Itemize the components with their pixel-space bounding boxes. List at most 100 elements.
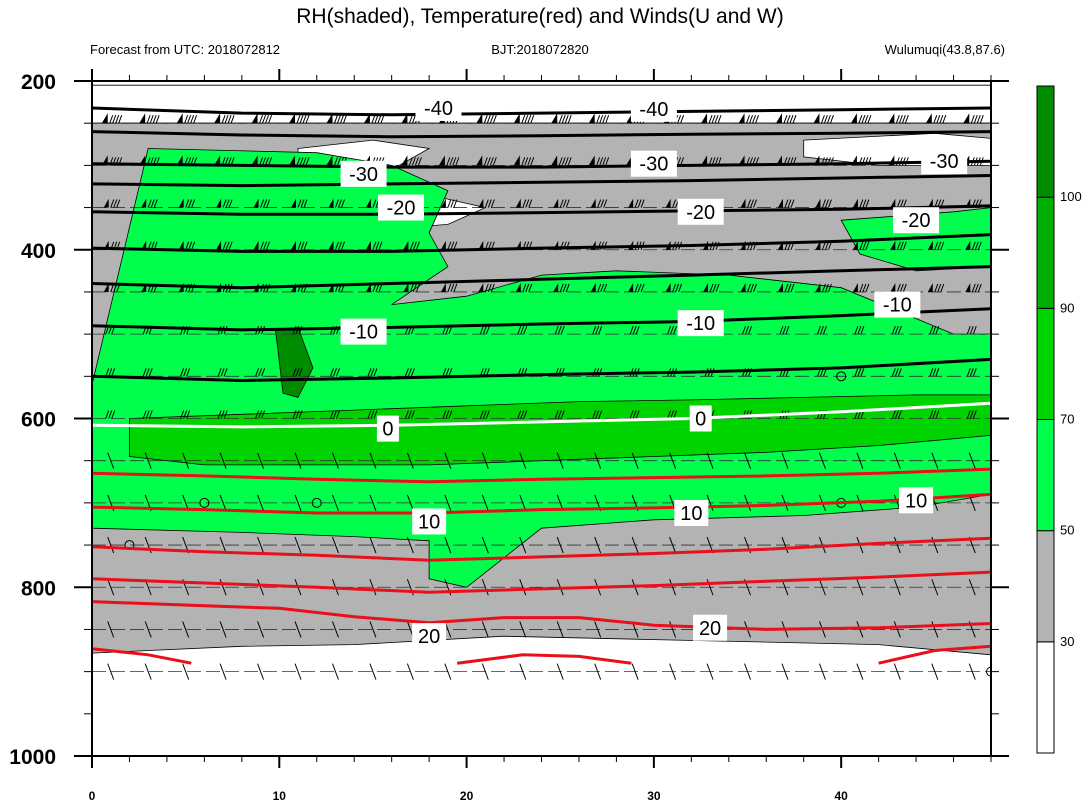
wind-barb-flag <box>963 113 970 124</box>
temperature-contour-cold <box>92 174 991 188</box>
wind-barb-feather <box>113 199 118 208</box>
wind-barb-shaft <box>481 536 489 554</box>
wind-barb-feather <box>337 115 341 124</box>
wind-barb-flag <box>626 155 633 166</box>
wind-barb-feather <box>486 115 491 124</box>
wind-barb-feather <box>186 410 191 419</box>
wind-barb-feather <box>557 325 562 335</box>
temperature-contour-cold <box>92 307 991 332</box>
wind-barb-feather <box>792 115 797 124</box>
temperature-contour-warm <box>92 600 991 631</box>
wind-barb-shaft <box>594 621 602 638</box>
wind-barb-shaft <box>219 494 227 512</box>
contour-label: 0 <box>382 419 393 441</box>
wind-barb-flag <box>890 240 896 250</box>
wind-barb-feather <box>224 115 229 124</box>
wind-barb-flag <box>478 198 484 208</box>
wind-barb-feather <box>752 115 756 124</box>
wind-barb-feather <box>554 410 559 419</box>
wind-barb-shaft <box>594 663 602 680</box>
contour-label: 20 <box>418 626 440 648</box>
wind-barb-feather <box>857 368 862 377</box>
wind-barb-shaft <box>744 452 751 469</box>
wind-barb-feather <box>603 283 608 293</box>
wind-barb-feather <box>222 199 227 208</box>
wind-barb-feather <box>191 199 196 208</box>
wind-barb-feather <box>753 199 757 208</box>
contour-labels: -40 -40 -30 -30 -30 -20 -20 -20 -10 -10 -10 0 0 10 10 1… <box>340 95 968 650</box>
wind-barb-feather <box>375 241 380 250</box>
wind-barb-shaft <box>332 536 339 554</box>
wind-barb-feather <box>677 157 682 166</box>
wind-barb-feather <box>146 115 151 124</box>
wind-barb-feather <box>484 199 489 208</box>
wind-barb-shaft <box>706 494 714 512</box>
contour-label-box <box>415 95 462 121</box>
colorbar-swatch <box>1036 196 1055 309</box>
wind-barb-flag <box>927 282 933 292</box>
wind-barb-feather <box>750 199 754 208</box>
colorbar-swatch <box>1036 419 1055 532</box>
wind-barb-feather <box>598 410 603 419</box>
wind-barb-feather <box>260 241 265 250</box>
wind-barb-shaft <box>294 536 302 554</box>
wind-barb-feather <box>338 241 342 250</box>
wind-barb-shaft <box>519 663 527 680</box>
wind-barb-feather <box>859 283 864 293</box>
wind-barb-feather <box>404 410 409 419</box>
x-tick-label: 40 <box>834 789 848 803</box>
plot-area: -40 -40 -30 -30 -30 -20 -20 -20 -10 -10 -10 0 0 10 10 1… <box>92 84 991 680</box>
wind-barb-feather <box>407 410 412 419</box>
wind-barb-feather <box>410 410 415 419</box>
colorbar-label: 100 <box>1060 189 1082 204</box>
wind-barb-feather <box>453 283 458 293</box>
wind-barb-feather <box>149 115 154 124</box>
wind-barb-feather <box>367 410 372 419</box>
wind-barb-feather <box>220 410 225 419</box>
wind-barb-flag <box>476 155 483 166</box>
wind-barb-flag <box>101 113 108 124</box>
wind-barb-flag <box>513 113 520 124</box>
wind-barb-feather <box>155 115 160 124</box>
wind-barb-flag <box>214 113 221 124</box>
wind-barb-feather <box>558 157 563 166</box>
wind-barb-feather <box>523 325 528 335</box>
wind-barb-shaft <box>406 536 414 554</box>
wind-barb-feather <box>486 157 491 166</box>
wind-barb-feather <box>255 410 260 419</box>
wind-barb-feather <box>934 283 939 293</box>
wind-barb-shaft <box>332 621 339 638</box>
temperature-contours <box>92 106 991 665</box>
wind-barb-flag <box>815 198 821 208</box>
wind-barb-feather <box>971 283 976 293</box>
wind-barb-shaft <box>444 494 452 512</box>
contour-label-box <box>899 487 934 514</box>
wind-barb-feather <box>560 410 565 419</box>
wind-barb-feather <box>530 115 535 124</box>
temperature-contour-cold <box>92 106 991 117</box>
wind-barb-feather <box>445 368 450 377</box>
wind-barb-shaft <box>669 536 677 554</box>
wind-barb-feather <box>789 115 794 124</box>
wind-barb-feather <box>787 283 792 293</box>
wind-barb-shaft <box>406 494 414 512</box>
wind-barb-feather <box>336 410 340 419</box>
wind-barb-flag <box>326 113 333 124</box>
wind-barb-flag <box>515 282 521 292</box>
wind-barb-shaft <box>369 494 377 512</box>
temperature-contour-cold <box>92 130 991 139</box>
wind-barb-shaft <box>107 663 115 680</box>
contour-label: -20 <box>686 202 715 224</box>
x-tick-label: 20 <box>460 789 474 803</box>
wind-barb-shaft <box>968 579 976 596</box>
wind-barb-feather <box>255 368 260 377</box>
wind-barb-feather <box>557 410 562 419</box>
wind-barb-feather <box>265 115 270 124</box>
wind-barb-feather <box>485 410 490 419</box>
wind-barb-feather <box>448 410 453 419</box>
wind-barb-feather <box>180 368 185 377</box>
wind-barb-feather <box>153 199 158 208</box>
wind-barb-feather <box>560 325 565 335</box>
wind-barb-shaft <box>257 579 265 596</box>
wind-barb-feather <box>521 157 526 166</box>
